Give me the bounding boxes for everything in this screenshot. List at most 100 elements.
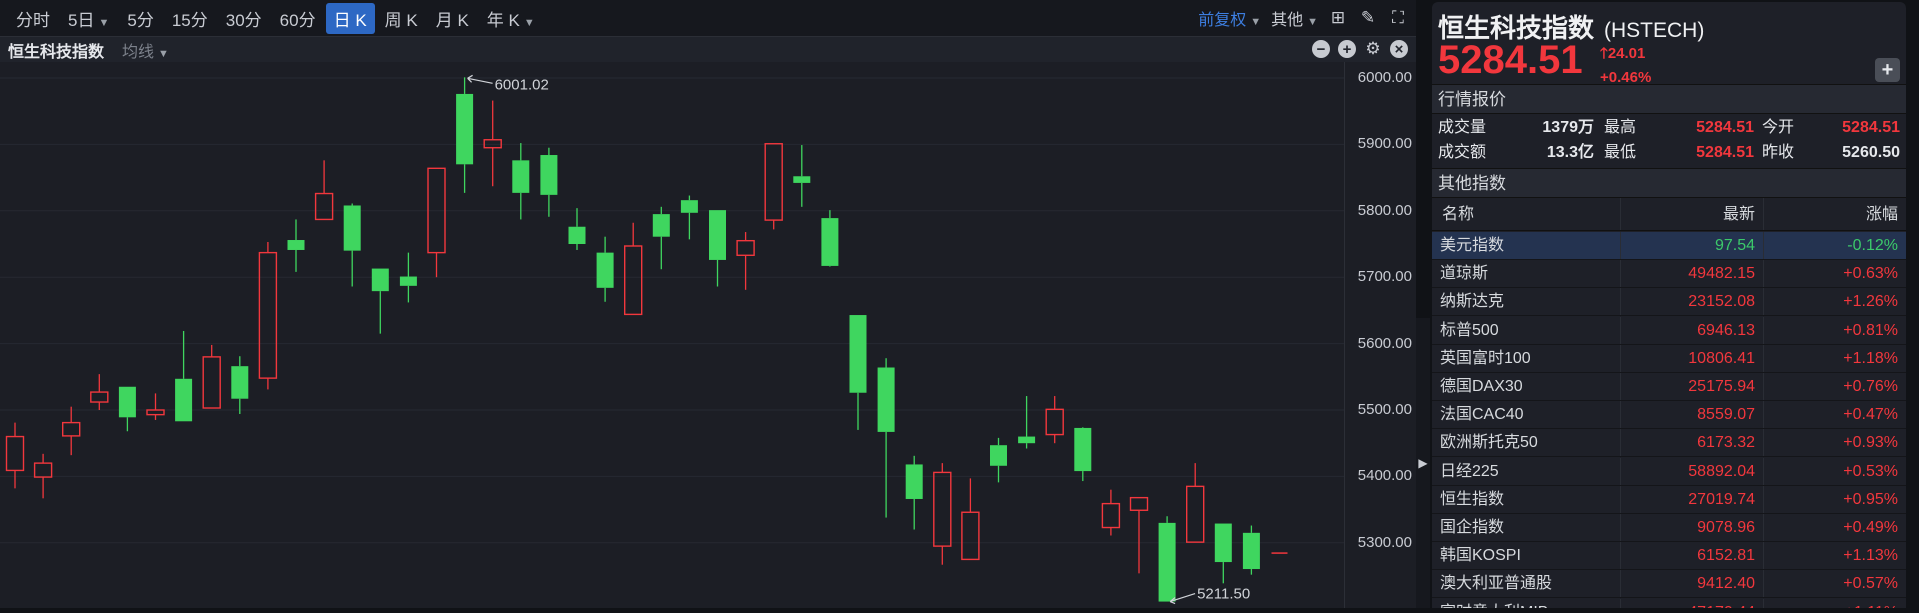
table-row[interactable]: 德国DAX30 25175.94 +0.76% — [1432, 373, 1906, 401]
candlestick-chart[interactable]: 6001.02 5211.50 — [0, 62, 1416, 608]
index-change: +0.49% — [1843, 519, 1898, 536]
table-row[interactable]: 国企指数 9078.96 +0.49% — [1432, 514, 1906, 542]
other-dropdown[interactable]: 其他 ▼ — [1271, 6, 1318, 30]
table-row[interactable]: 英国富时100 10806.41 +1.18% — [1432, 344, 1906, 373]
candle-body — [512, 160, 530, 193]
index-change: +0.57% — [1843, 575, 1898, 593]
index-name: 道琼斯 — [1440, 265, 1489, 283]
ma-label: 均线 — [122, 43, 155, 61]
divider — [1620, 232, 1621, 259]
candle-body — [427, 167, 446, 254]
add-watchlist-button[interactable]: + — [1875, 58, 1900, 82]
divider — [1763, 288, 1764, 316]
candle-body — [624, 245, 643, 316]
close-icon[interactable]: × — [1390, 40, 1408, 58]
fullscreen-icon[interactable]: ⛶ — [1392, 8, 1404, 27]
candle-body — [258, 251, 278, 379]
candle-body — [709, 210, 726, 260]
index-change: +1.18% — [1843, 349, 1898, 367]
index-change: +1.11% — [1844, 599, 1898, 608]
other-indices-header: 其他指数 — [1432, 168, 1906, 198]
table-row[interactable]: 法国CAC40 8559.07 +0.47% — [1432, 401, 1906, 430]
divider — [1620, 598, 1621, 608]
candle-body — [596, 252, 614, 288]
index-change: +0.53% — [1843, 462, 1898, 480]
table-row[interactable]: 富时意大利MIB 47170.44 +1.11% — [1432, 598, 1906, 608]
y-tick-label: 5600.00 — [1357, 334, 1412, 352]
candle-body — [1129, 496, 1149, 511]
col-last[interactable]: 最新 — [1722, 206, 1755, 223]
candle-body — [905, 464, 923, 499]
tab-5day[interactable]: 5日 ▼ — [60, 3, 117, 34]
candle-body — [736, 239, 755, 256]
index-last: 6946.13 — [1697, 321, 1755, 339]
index-last: 23152.08 — [1688, 293, 1755, 311]
index-change: +0.95% — [1843, 490, 1898, 508]
divider — [1620, 344, 1621, 372]
index-name: 德国DAX30 — [1440, 378, 1523, 395]
table-row[interactable]: 日经225 58892.04 +0.53% — [1432, 457, 1906, 486]
settings-icon[interactable]: ⚙ — [1365, 39, 1381, 58]
brush-icon[interactable]: ✎ — [1360, 8, 1376, 27]
divider — [1763, 260, 1764, 288]
layout-grid-icon[interactable]: ⊞ — [1330, 8, 1346, 27]
low-label: 最低 — [1604, 144, 1637, 161]
prev-close-label: 昨收 — [1762, 144, 1795, 161]
tab-60min[interactable]: 60分 — [279, 10, 316, 30]
divider — [1763, 401, 1764, 429]
table-row[interactable]: 美元指数 97.54 -0.12% — [1432, 232, 1906, 260]
tab-daily-k[interactable]: 日 K — [325, 2, 375, 34]
candle-body — [961, 511, 980, 561]
index-last: 97.54 — [1714, 237, 1755, 254]
adjust-dropdown[interactable]: 前复权 ▼ — [1198, 6, 1261, 30]
table-row[interactable]: 恒生指数 27019.74 +0.95% — [1432, 485, 1906, 514]
divider — [1620, 514, 1621, 541]
divider — [1763, 485, 1764, 513]
table-row[interactable]: 纳斯达克 23152.08 +1.26% — [1432, 288, 1906, 317]
tab-5day-label: 5日 — [68, 10, 95, 30]
tab-weekly-k[interactable]: 周 K — [384, 10, 418, 30]
candle-body — [90, 391, 109, 403]
change-value: 24.01 — [1607, 45, 1646, 62]
index-last: 6173.32 — [1697, 434, 1755, 452]
collapse-panel-button[interactable]: ▶ — [1416, 318, 1430, 608]
index-name: 纳斯达克 — [1440, 293, 1505, 311]
divider — [1763, 598, 1764, 608]
tab-monthly-k[interactable]: 月 K — [435, 10, 469, 30]
prev-close-value: 5260.50 — [1842, 144, 1900, 161]
tab-15min[interactable]: 15分 — [171, 10, 208, 30]
divider — [1620, 198, 1621, 230]
table-row[interactable]: 韩国KOSPI 6152.81 +1.13% — [1432, 542, 1906, 571]
divider — [1763, 542, 1764, 570]
index-name: 澳大利亚普通股 — [1440, 575, 1553, 593]
tab-intraday[interactable]: 分时 — [16, 10, 50, 30]
ma-dropdown[interactable]: 均线 ▼ — [122, 38, 169, 62]
quote-section-header: 行情报价 — [1432, 84, 1906, 114]
divider — [1763, 457, 1764, 485]
tab-yearly-k[interactable]: 年 K ▼ — [479, 3, 543, 34]
tab-30min[interactable]: 30分 — [225, 10, 262, 30]
divider — [1763, 232, 1764, 259]
index-change: -0.12% — [1847, 237, 1898, 254]
table-row[interactable]: 欧洲斯托克50 6173.32 +0.93% — [1432, 429, 1906, 458]
col-change[interactable]: 涨幅 — [1865, 206, 1898, 223]
price-change: 🡑24.01 +0.46% — [1600, 42, 1651, 90]
table-row[interactable]: 澳大利亚普通股 9412.40 +0.57% — [1432, 570, 1906, 599]
index-change: +1.13% — [1843, 547, 1898, 565]
zoom-out-icon[interactable]: − — [1312, 40, 1330, 58]
candle-body — [1185, 485, 1205, 543]
tab-5min[interactable]: 5分 — [127, 10, 154, 30]
table-row[interactable]: 道琼斯 49482.15 +0.63% — [1432, 260, 1906, 289]
table-row[interactable]: 标普500 6946.13 +0.81% — [1432, 316, 1906, 345]
divider — [1763, 316, 1764, 344]
col-name[interactable]: 名称 — [1442, 206, 1475, 223]
zoom-in-icon[interactable]: + — [1338, 40, 1356, 58]
chevron-down-icon: ▼ — [1250, 16, 1262, 28]
divider — [1763, 570, 1764, 598]
quote-grid: 成交量 1379万 成交额 13.3亿 最高 5284.51 最低 5284.5… — [1432, 116, 1906, 168]
max-price-label: 6001.02 — [495, 76, 549, 93]
chart-svg: 6001.02 5211.50 — [0, 74, 1344, 605]
index-change: +0.47% — [1843, 406, 1898, 424]
price-axis[interactable]: 6000.00 5900.00 5800.00 5700.00 5600.00 5500.… — [1344, 62, 1416, 608]
period-toolbar: 分时 5日 ▼ 5分 15分 30分 60分 日 K 周 K 月 K 年 K ▼ 前… — [0, 0, 1416, 36]
